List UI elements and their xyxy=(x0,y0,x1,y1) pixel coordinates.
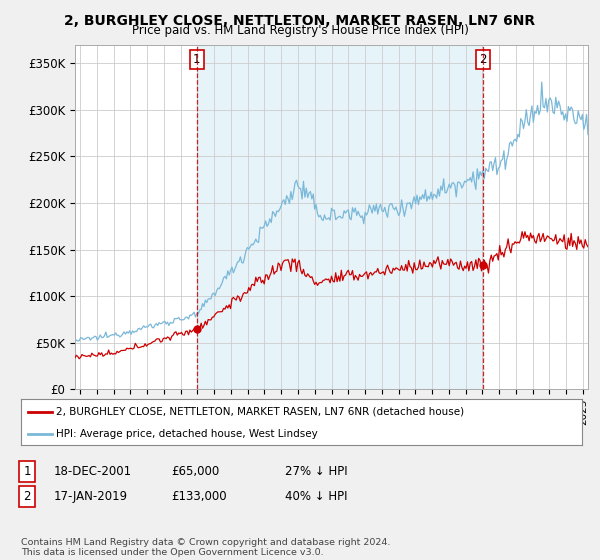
Text: 2: 2 xyxy=(23,490,31,503)
Text: 27% ↓ HPI: 27% ↓ HPI xyxy=(285,465,347,478)
Text: £133,000: £133,000 xyxy=(171,490,227,503)
Text: £65,000: £65,000 xyxy=(171,465,219,478)
Text: 18-DEC-2001: 18-DEC-2001 xyxy=(54,465,132,478)
Text: Contains HM Land Registry data © Crown copyright and database right 2024.
This d: Contains HM Land Registry data © Crown c… xyxy=(21,538,391,557)
Text: HPI: Average price, detached house, West Lindsey: HPI: Average price, detached house, West… xyxy=(56,429,317,438)
Text: 2, BURGHLEY CLOSE, NETTLETON, MARKET RASEN, LN7 6NR: 2, BURGHLEY CLOSE, NETTLETON, MARKET RAS… xyxy=(64,14,536,28)
Text: 1: 1 xyxy=(193,53,200,66)
Text: 17-JAN-2019: 17-JAN-2019 xyxy=(54,490,128,503)
Text: 2, BURGHLEY CLOSE, NETTLETON, MARKET RASEN, LN7 6NR (detached house): 2, BURGHLEY CLOSE, NETTLETON, MARKET RAS… xyxy=(56,407,464,417)
Text: 2: 2 xyxy=(479,53,487,66)
Text: Price paid vs. HM Land Registry's House Price Index (HPI): Price paid vs. HM Land Registry's House … xyxy=(131,24,469,37)
Bar xyxy=(197,45,483,389)
Text: 1: 1 xyxy=(23,465,31,478)
Text: 40% ↓ HPI: 40% ↓ HPI xyxy=(285,490,347,503)
